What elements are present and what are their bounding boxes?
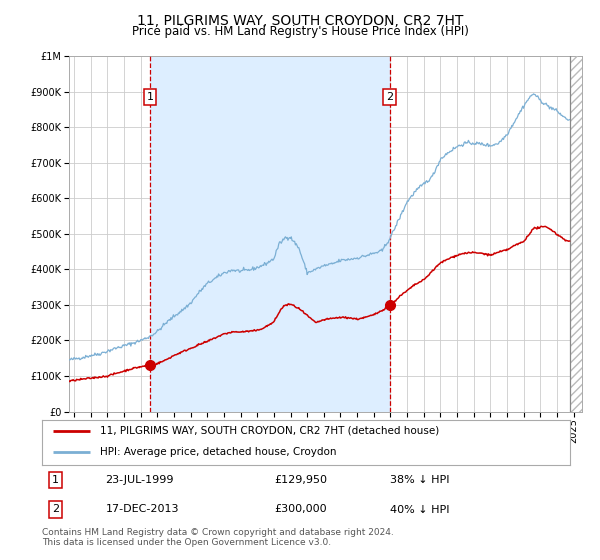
Text: 11, PILGRIMS WAY, SOUTH CROYDON, CR2 7HT (detached house): 11, PILGRIMS WAY, SOUTH CROYDON, CR2 7HT… xyxy=(100,426,439,436)
Text: £129,950: £129,950 xyxy=(274,475,328,485)
Text: 40% ↓ HPI: 40% ↓ HPI xyxy=(391,505,450,515)
Text: 23-JUL-1999: 23-JUL-1999 xyxy=(106,475,174,485)
Text: 1: 1 xyxy=(146,92,154,102)
Text: 2: 2 xyxy=(386,92,394,102)
Bar xyxy=(150,56,390,412)
Text: £300,000: £300,000 xyxy=(274,505,327,515)
Text: HPI: Average price, detached house, Croydon: HPI: Average price, detached house, Croy… xyxy=(100,447,337,458)
Text: 2: 2 xyxy=(52,505,59,515)
Text: 38% ↓ HPI: 38% ↓ HPI xyxy=(391,475,450,485)
Text: Price paid vs. HM Land Registry's House Price Index (HPI): Price paid vs. HM Land Registry's House … xyxy=(131,25,469,38)
Text: 1: 1 xyxy=(52,475,59,485)
Text: 17-DEC-2013: 17-DEC-2013 xyxy=(106,505,179,515)
Text: Contains HM Land Registry data © Crown copyright and database right 2024.
This d: Contains HM Land Registry data © Crown c… xyxy=(42,528,394,547)
Text: 11, PILGRIMS WAY, SOUTH CROYDON, CR2 7HT: 11, PILGRIMS WAY, SOUTH CROYDON, CR2 7HT xyxy=(137,14,463,28)
